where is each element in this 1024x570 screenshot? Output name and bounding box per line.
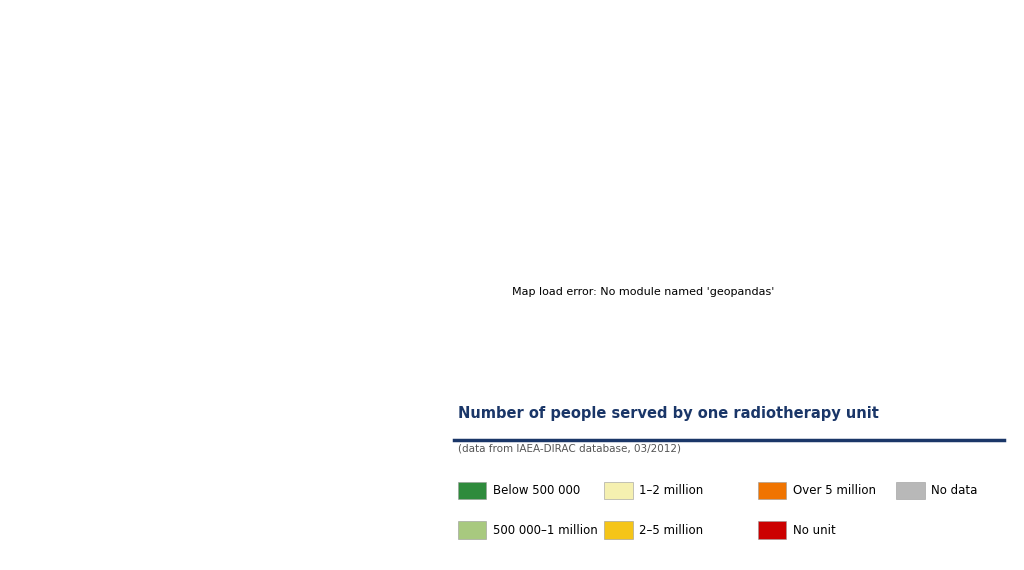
Text: 2–5 million: 2–5 million: [639, 523, 703, 536]
Text: Number of people served by one radiotherapy unit: Number of people served by one radiother…: [458, 406, 879, 421]
Text: 500 000–1 million: 500 000–1 million: [493, 523, 597, 536]
Text: Over 5 million: Over 5 million: [793, 483, 876, 496]
Text: Map load error: No module named 'geopandas': Map load error: No module named 'geopand…: [512, 287, 774, 297]
Text: Below 500 000: Below 500 000: [493, 483, 580, 496]
Text: No data: No data: [931, 483, 977, 496]
Text: 1–2 million: 1–2 million: [639, 483, 703, 496]
Text: No unit: No unit: [793, 523, 836, 536]
Text: (data from IAEA-DIRAC database, 03/2012): (data from IAEA-DIRAC database, 03/2012): [458, 443, 681, 454]
